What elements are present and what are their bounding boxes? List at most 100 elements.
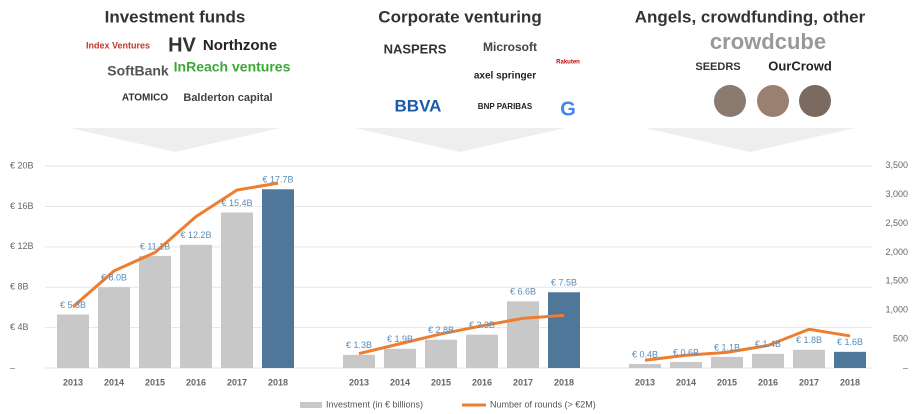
logo: SoftBank — [107, 63, 169, 79]
bar — [793, 350, 825, 368]
logo: HV — [168, 34, 196, 56]
value-label: € 8.0B — [101, 273, 127, 283]
x-tick-label: 2013 — [349, 377, 369, 387]
bar — [57, 314, 89, 368]
y2-tick-label: 500 — [893, 333, 908, 343]
arrow — [645, 128, 855, 152]
bar — [548, 292, 580, 368]
y2-tick-label: 2,000 — [885, 247, 908, 257]
y-tick-label: € 4B — [10, 322, 29, 332]
x-tick-label: 2018 — [840, 377, 860, 387]
logo: NASPERS — [384, 41, 447, 56]
bar — [262, 189, 294, 368]
bar — [466, 335, 498, 368]
bar — [752, 354, 784, 368]
bar — [834, 352, 866, 368]
faces — [714, 85, 831, 117]
x-tick-label: 2014 — [390, 377, 410, 387]
face — [714, 85, 746, 117]
x-tick-label: 2016 — [472, 377, 492, 387]
bar — [180, 245, 212, 368]
x-tick-label: 2017 — [799, 377, 819, 387]
arrows — [70, 128, 855, 152]
panel-title: Investment funds — [105, 7, 246, 26]
x-tick-label: 2016 — [186, 377, 206, 387]
value-label: € 1.3B — [346, 340, 372, 350]
logo: crowdcube — [710, 29, 826, 54]
logo: OurCrowd — [768, 58, 832, 73]
y-tick-label: – — [10, 362, 15, 372]
value-label: € 1.8B — [796, 335, 822, 345]
logo: ATOMICO — [122, 93, 169, 104]
value-label: € 1.9B — [387, 334, 413, 344]
y2-tick-label: 2,500 — [885, 218, 908, 228]
bar — [507, 301, 539, 368]
y2-tick-label: 1,500 — [885, 276, 908, 286]
y2-tick-label: 1,000 — [885, 305, 908, 315]
x-tick-label: 2015 — [145, 377, 165, 387]
chart: – € 4B € 8B € 12B € 16B € 20B – 500 1,000 1,500 2,… — [0, 0, 912, 414]
logo: BNP PARIBAS — [478, 102, 533, 111]
logo: InReach ventures — [174, 59, 291, 75]
x-tick-label: 2018 — [554, 377, 574, 387]
logo: G — [560, 98, 576, 120]
logo: axel springer — [474, 71, 536, 82]
value-label: € 1.6B — [837, 337, 863, 347]
value-label: € 15.4B — [221, 198, 252, 208]
value-label: € 11.1B — [140, 241, 170, 251]
logo: Northzone — [203, 37, 277, 54]
arrow — [70, 128, 280, 152]
value-label: € 1.4B — [755, 339, 781, 349]
x-tick-label: 2017 — [227, 377, 247, 387]
legend-label: Number of rounds (> €2M) — [490, 399, 596, 409]
value-label: € 1.1B — [714, 342, 740, 352]
bar — [221, 213, 253, 368]
logo: Index Ventures — [86, 40, 150, 50]
value-label: € 7.5B — [551, 278, 577, 288]
bar — [670, 362, 702, 368]
x-tick-label: 2017 — [513, 377, 533, 387]
x-tick-label: 2015 — [431, 377, 451, 387]
face — [757, 85, 789, 117]
panel-title: Corporate venturing — [378, 7, 541, 26]
bar — [139, 256, 171, 368]
x-tick-label: 2014 — [104, 377, 124, 387]
arrow — [355, 128, 565, 152]
y-tick-label: € 12B — [10, 241, 34, 251]
x-tick-label: 2018 — [268, 377, 288, 387]
value-label: € 12.2B — [180, 230, 211, 240]
bar — [629, 364, 661, 368]
y2-tick-label: 3,000 — [885, 189, 908, 199]
legend-swatch — [300, 402, 322, 408]
x-tick-label: 2013 — [63, 377, 83, 387]
value-label: € 5.3B — [60, 300, 86, 310]
bar — [425, 340, 457, 368]
y-tick-label: € 16B — [10, 201, 34, 211]
x-tick-label: 2013 — [635, 377, 655, 387]
bar — [343, 355, 375, 368]
y2-tick-label: 3,500 — [885, 160, 908, 170]
y2-tick-label: – — [903, 362, 908, 372]
face — [799, 85, 831, 117]
bar — [98, 287, 130, 368]
logo: Balderton capital — [183, 92, 272, 104]
x-tick-label: 2014 — [676, 377, 696, 387]
panel-title: Angels, crowdfunding, other — [635, 7, 866, 26]
logo: BBVA — [395, 96, 442, 115]
value-label: € 17.7B — [262, 175, 293, 185]
x-tick-label: 2016 — [758, 377, 778, 387]
bar — [711, 357, 743, 368]
logo: Rakuten — [556, 60, 580, 66]
logo: Microsoft — [483, 40, 537, 54]
x-tick-label: 2015 — [717, 377, 737, 387]
y-tick-label: € 8B — [10, 282, 29, 292]
y-tick-label: € 20B — [10, 160, 34, 170]
value-label: € 2.8B — [428, 325, 454, 335]
value-label: € 6.6B — [510, 287, 536, 297]
legend-label: Investment (in € billions) — [326, 399, 423, 409]
bar — [384, 349, 416, 368]
value-label: € 3.3B — [469, 320, 495, 330]
logo: SEEDRS — [695, 61, 740, 73]
value-label: € 0.4B — [632, 349, 658, 359]
value-label: € 0.6B — [673, 347, 699, 357]
